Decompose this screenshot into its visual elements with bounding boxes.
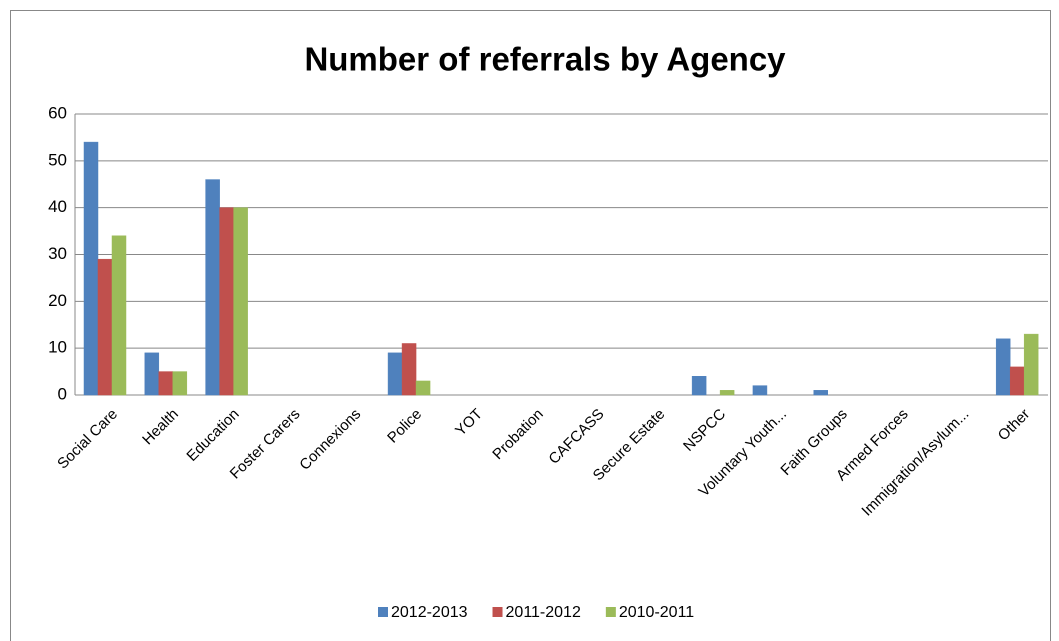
- legend-label: 2011-2012: [506, 604, 581, 621]
- bar: [158, 371, 174, 396]
- legend-swatch: [378, 607, 388, 617]
- bar: [219, 207, 234, 396]
- bar: [813, 390, 828, 396]
- bar: [387, 352, 403, 396]
- bar: [233, 207, 248, 396]
- bar: [144, 352, 160, 396]
- y-tick-label: 30: [48, 244, 67, 263]
- y-tick-label: 40: [48, 197, 67, 216]
- y-tick-label: 20: [48, 291, 67, 310]
- y-tick-label: 50: [48, 150, 67, 169]
- chart-border: [10, 10, 1051, 641]
- chart-title: Number of referrals by Agency: [304, 41, 786, 78]
- bar: [111, 235, 127, 396]
- bar: [719, 390, 735, 396]
- legend-swatch: [605, 607, 616, 617]
- legend-swatch: [492, 607, 503, 617]
- y-tick-label: 10: [48, 338, 67, 357]
- bar: [995, 338, 1011, 396]
- bar: [415, 380, 431, 396]
- bar: [1009, 366, 1025, 396]
- bar: [1023, 333, 1039, 396]
- bar: [691, 376, 707, 396]
- bar: [172, 371, 188, 396]
- bar: [83, 141, 99, 396]
- legend-label: 2010-2011: [619, 604, 694, 621]
- bar: [752, 385, 768, 396]
- legend-label: 2012-2013: [391, 604, 468, 621]
- y-tick-label: 60: [48, 103, 67, 122]
- bar: [205, 179, 220, 396]
- bar: [401, 343, 417, 396]
- bar: [97, 258, 113, 396]
- y-tick-label: 0: [58, 384, 67, 403]
